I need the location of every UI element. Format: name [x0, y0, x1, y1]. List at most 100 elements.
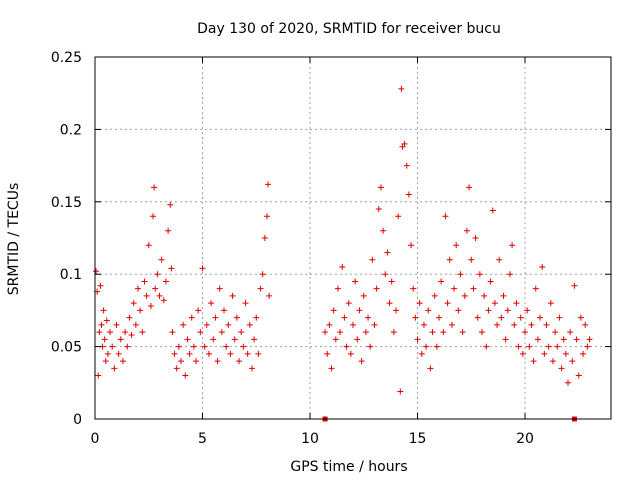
x-tick-label: 20 — [516, 431, 534, 447]
data-point — [584, 343, 591, 350]
data-point — [552, 329, 559, 336]
data-point — [476, 271, 483, 278]
data-point — [212, 314, 219, 321]
data-point — [132, 321, 139, 328]
data-point — [418, 350, 425, 357]
data-point — [586, 336, 593, 343]
data-point — [519, 350, 526, 357]
data-point — [356, 307, 363, 314]
data-point — [384, 249, 391, 256]
data-point — [575, 372, 582, 379]
data-point — [95, 372, 102, 379]
data-point — [506, 271, 513, 278]
data-point — [565, 379, 571, 386]
data-point — [433, 343, 440, 350]
data-point — [405, 191, 412, 198]
data-point — [375, 206, 382, 213]
data-point — [104, 350, 111, 357]
data-point — [100, 307, 107, 314]
data-point — [554, 343, 561, 350]
y-tick-label: 0.15 — [51, 195, 82, 211]
data-point — [150, 213, 157, 220]
data-point — [97, 282, 104, 289]
data-point — [448, 321, 455, 328]
data-point — [481, 292, 488, 299]
data-point — [328, 365, 335, 372]
data-point — [124, 343, 131, 350]
data-point — [571, 282, 578, 289]
data-point — [165, 227, 172, 234]
y-tick-label: 0.2 — [60, 122, 82, 138]
data-point — [227, 350, 234, 357]
data-point — [377, 184, 384, 191]
data-point — [463, 227, 470, 234]
data-point — [180, 321, 187, 328]
x-axis-label: GPS time / hours — [290, 459, 407, 475]
data-point — [580, 350, 587, 357]
data-point — [425, 307, 432, 314]
data-point — [403, 162, 410, 169]
data-point — [562, 350, 569, 357]
data-point — [255, 350, 262, 357]
x-tick-label: 10 — [301, 431, 319, 447]
data-point — [93, 268, 100, 275]
data-point — [401, 140, 408, 147]
data-point — [386, 300, 393, 307]
data-point — [109, 343, 116, 350]
data-point — [365, 314, 372, 321]
data-point — [530, 358, 537, 365]
data-point — [451, 285, 458, 292]
data-point — [395, 213, 402, 220]
data-point — [491, 300, 498, 307]
data-point — [171, 350, 178, 357]
data-point — [210, 336, 217, 343]
data-point — [190, 343, 197, 350]
data-point — [468, 256, 475, 263]
data-point — [218, 329, 225, 336]
data-point — [122, 329, 129, 336]
data-point — [457, 271, 464, 278]
data-point — [485, 307, 492, 314]
data-point — [246, 321, 253, 328]
data-point — [496, 256, 503, 263]
plot-frame — [94, 56, 612, 420]
data-point — [549, 358, 556, 365]
data-point — [169, 329, 176, 336]
data-point — [178, 358, 184, 365]
data-point — [197, 329, 204, 336]
y-tick-label: 0.05 — [51, 340, 82, 356]
x-tick-label: 0 — [91, 431, 100, 447]
data-point — [221, 307, 227, 314]
data-point — [504, 307, 511, 314]
data-point — [203, 321, 210, 328]
data-point — [253, 314, 260, 321]
data-point — [461, 292, 468, 299]
data-point — [345, 300, 352, 307]
data-point — [343, 343, 350, 350]
data-point — [264, 213, 270, 220]
data-point — [216, 285, 223, 292]
data-point — [558, 365, 565, 372]
data-point — [560, 336, 567, 343]
data-point — [214, 358, 221, 365]
data-point — [414, 336, 421, 343]
data-point — [347, 350, 354, 357]
data-point — [543, 321, 550, 328]
data-point — [182, 372, 189, 379]
data-point — [135, 285, 141, 292]
data-point — [367, 343, 374, 350]
data-point — [569, 358, 576, 365]
data-point — [455, 307, 462, 314]
data-point — [532, 285, 539, 292]
data-point — [526, 343, 533, 350]
data-point — [151, 184, 158, 191]
data-point — [107, 329, 114, 336]
data-point — [352, 278, 359, 285]
data-points — [93, 85, 593, 395]
data-point — [233, 314, 240, 321]
data-point — [168, 265, 175, 272]
data-point — [489, 207, 496, 214]
data-point — [539, 263, 546, 270]
chart-title: Day 130 of 2020, SRMTID for receiver buc… — [197, 21, 501, 37]
data-point — [229, 292, 236, 299]
